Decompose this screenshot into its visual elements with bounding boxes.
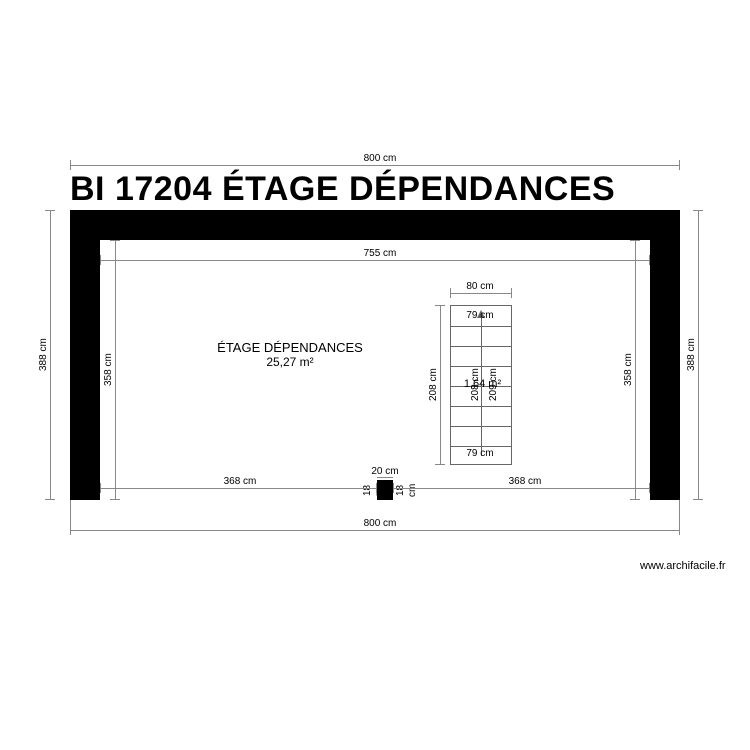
dim-tick <box>110 499 120 500</box>
dim-stair-h2: 208 cm <box>470 360 482 410</box>
dim-tick <box>393 483 394 493</box>
dim-line-bottom-outer <box>70 530 680 531</box>
dim-bottom-left: 368 cm <box>215 476 265 488</box>
wall-left <box>70 210 100 500</box>
dim-tick <box>649 255 650 265</box>
dim-tick <box>450 288 451 298</box>
wall-right <box>650 210 680 500</box>
dim-line-stair-h <box>440 305 441 465</box>
dim-line-left-outer <box>50 210 51 500</box>
dim-top-inner: 755 cm <box>355 248 405 260</box>
room-name: ÉTAGE DÉPENDANCES <box>200 340 380 355</box>
plan-title: BI 17204 ÉTAGE DÉPENDANCES <box>70 170 615 209</box>
dim-line-br <box>393 488 650 489</box>
dim-tick <box>435 464 445 465</box>
dim-stair-step-bot: 79 cm <box>460 448 500 459</box>
dim-tick <box>100 483 101 493</box>
dim-tick <box>435 305 445 306</box>
dim-line-bl <box>100 488 377 489</box>
dim-line <box>377 477 393 478</box>
dim-right-outer: 388 cm <box>686 330 698 380</box>
dim-block-h-r: 18 cm <box>395 480 407 500</box>
dim-stair-w: 80 cm <box>460 281 500 293</box>
dim-tick <box>110 240 120 241</box>
wall-top <box>70 210 680 240</box>
dim-stair-h: 208 cm <box>428 360 440 410</box>
dim-tick <box>70 160 71 170</box>
watermark: www.archifacile.fr <box>640 560 726 572</box>
dim-tick <box>679 160 680 170</box>
dim-stair-step-top: 79 cm <box>460 310 500 321</box>
dim-tick <box>70 525 71 535</box>
dim-bottom-right: 368 cm <box>500 476 550 488</box>
dim-line-right-inner <box>635 240 636 500</box>
dim-left-inner: 358 cm <box>103 345 115 395</box>
room-area: 25,27 m² <box>200 355 380 369</box>
dim-tick <box>693 210 703 211</box>
dim-line-top-outer <box>70 165 680 166</box>
dim-tick <box>679 525 680 535</box>
dim-stair-h3: 209 cm <box>488 360 500 410</box>
dim-bottom-outer: 800 cm <box>355 518 405 530</box>
dim-block-h-l: 18 cm <box>362 480 374 500</box>
floor-plan: BI 17204 ÉTAGE DÉPENDANCES 800 cm 755 cm… <box>0 0 750 750</box>
dim-tick <box>649 483 650 493</box>
dim-tick <box>45 210 55 211</box>
dim-tick <box>630 240 640 241</box>
dim-tick <box>376 483 377 493</box>
dim-tick <box>511 288 512 298</box>
dim-right-inner: 358 cm <box>623 345 635 395</box>
dim-line-right-outer <box>698 210 699 500</box>
dim-line-top-inner <box>100 260 650 261</box>
dim-tick <box>100 255 101 265</box>
stair-area: 1,64 m² <box>455 378 510 390</box>
dim-top-outer: 800 cm <box>355 153 405 165</box>
dim-tick <box>45 499 55 500</box>
dim-line-left-inner <box>115 240 116 500</box>
dim-left-outer: 388 cm <box>38 330 50 380</box>
dim-tick <box>630 499 640 500</box>
dim-tick <box>693 499 703 500</box>
dim-line-stair-w <box>450 293 512 294</box>
room-label: ÉTAGE DÉPENDANCES 25,27 m² <box>200 340 380 369</box>
